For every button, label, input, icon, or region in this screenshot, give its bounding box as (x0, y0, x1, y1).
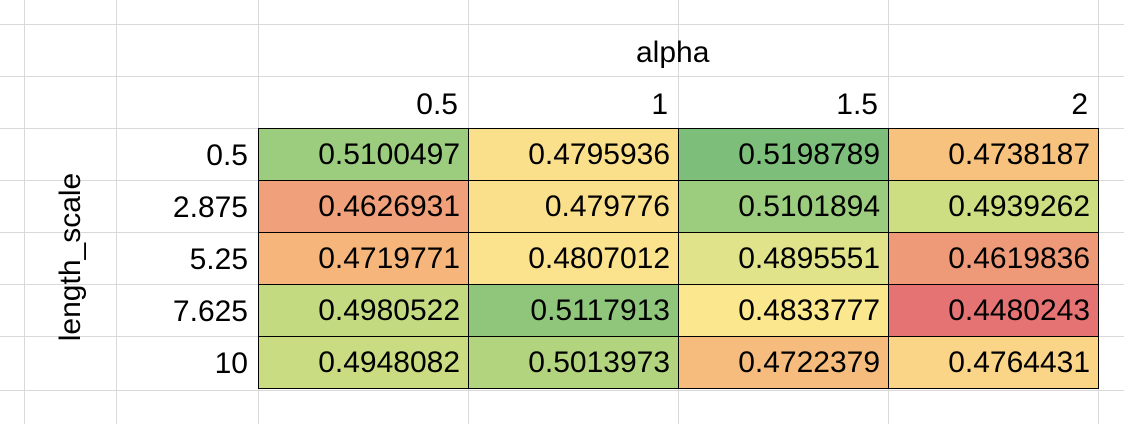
heatmap-cell[interactable]: 0.4795936 (468, 128, 679, 181)
heatmap-cell[interactable]: 0.4626931 (258, 180, 469, 233)
row-label: 7.625 (172, 295, 248, 328)
heatmap-cell[interactable]: 0.4738187 (888, 128, 1099, 181)
heatmap-cell[interactable]: 0.4480243 (888, 284, 1099, 337)
heatmap-cell[interactable]: 0.5101894 (678, 180, 889, 233)
heatmap-cell[interactable]: 0.5013973 (468, 336, 679, 389)
heatmap-cell[interactable]: 0.4764431 (888, 336, 1099, 389)
heatmap-cell[interactable]: 0.5198789 (678, 128, 889, 181)
column-label: 1 (651, 88, 668, 121)
column-label: 1.5 (836, 88, 878, 121)
heatmap-cell[interactable]: 0.4980522 (258, 284, 469, 337)
heatmap-cell[interactable]: 0.4939262 (888, 180, 1099, 233)
row-label: 5.25 (189, 243, 248, 276)
heatmap-cell[interactable]: 0.4722379 (678, 336, 889, 389)
heatmap-cell[interactable]: 0.479776 (468, 180, 679, 233)
heatmap-cell[interactable]: 0.4948082 (258, 336, 469, 389)
row-label: 2.875 (172, 191, 248, 224)
column-label: 2 (1071, 88, 1088, 121)
heatmap-cell[interactable]: 0.4895551 (678, 232, 889, 285)
heatmap-cell[interactable]: 0.4719771 (258, 232, 469, 285)
row-label: 10 (214, 347, 248, 380)
y-axis-label: length_scale (54, 172, 87, 342)
heatmap-cell[interactable]: 0.5100497 (258, 128, 469, 181)
heatmap-cell[interactable]: 0.5117913 (468, 284, 679, 337)
row-label: 0.5 (206, 139, 248, 172)
heatmap-cell[interactable]: 0.4807012 (468, 232, 679, 285)
column-label: 0.5 (416, 88, 458, 121)
heatmap-cell[interactable]: 0.4833777 (678, 284, 889, 337)
x-axis-label: alpha (636, 36, 710, 69)
heatmap-cell[interactable]: 0.4619836 (888, 232, 1099, 285)
